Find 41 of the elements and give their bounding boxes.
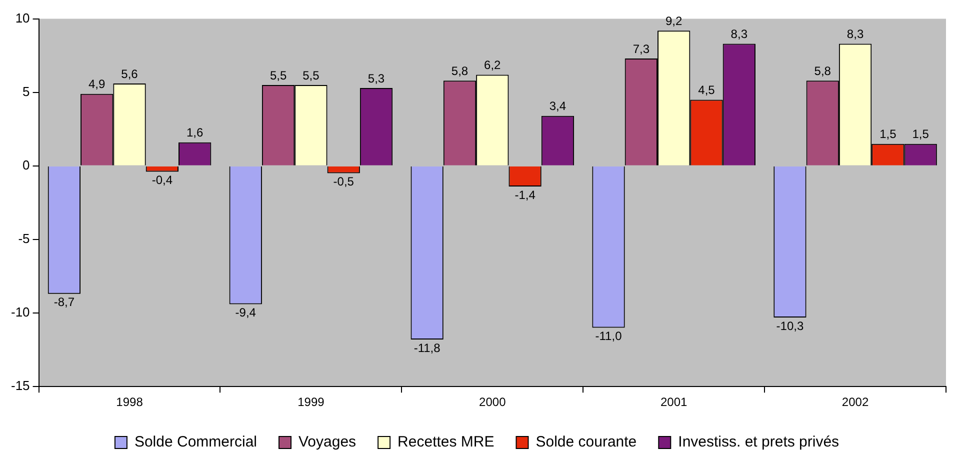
legend-label: Solde courante: [536, 434, 637, 451]
data-label: -11,8: [414, 340, 441, 355]
data-label: 6,2: [484, 58, 502, 72]
data-label: -0,4: [152, 173, 173, 188]
data-label: 5,6: [121, 66, 138, 81]
x-tick-label: 1998: [116, 395, 144, 410]
data-label: 5,5: [302, 68, 320, 82]
data-label: -8,7: [54, 295, 75, 310]
data-label: 1,5: [912, 127, 930, 142]
data-label: 8,3: [846, 27, 864, 42]
data-label: 4,5: [698, 83, 716, 98]
y-tick-label: 0: [22, 158, 30, 172]
data-label: 1,5: [880, 127, 897, 142]
y-tick-label: -10: [10, 304, 30, 320]
data-label: 9,2: [665, 14, 682, 28]
data-label: -1,4: [514, 188, 536, 202]
data-label: 5,8: [451, 64, 468, 78]
data-label: 3,4: [549, 99, 566, 114]
data-label: 1,6: [186, 126, 204, 140]
data-label: -9,4: [235, 306, 256, 320]
data-label: -10,3: [776, 318, 804, 333]
x-tick-label: 2001: [660, 395, 688, 410]
data-label: -11,0: [595, 329, 622, 344]
y-tick-label: 5: [22, 84, 30, 99]
data-label: 5,5: [270, 68, 287, 82]
legend-label: Voyages: [298, 434, 356, 451]
y-tick-label: 10: [15, 10, 30, 26]
x-tick-label: 2002: [842, 395, 869, 410]
data-label: 7,3: [632, 42, 650, 56]
y-tick-label: -5: [18, 231, 30, 246]
data-label: 4,9: [88, 77, 106, 92]
legend-label: Recettes MRE: [398, 434, 494, 451]
x-tick-label: 2000: [479, 395, 506, 410]
y-tick-label: -15: [10, 378, 30, 394]
data-label: -0,5: [333, 174, 354, 189]
legend-label: Solde Commercial: [134, 434, 258, 451]
legend-label: Investiss. et prets privés: [678, 434, 840, 451]
x-tick-label: 1999: [298, 395, 325, 410]
data-label: 5,3: [368, 71, 385, 86]
data-label: 5,8: [814, 64, 832, 78]
data-label: 8,3: [730, 27, 748, 42]
